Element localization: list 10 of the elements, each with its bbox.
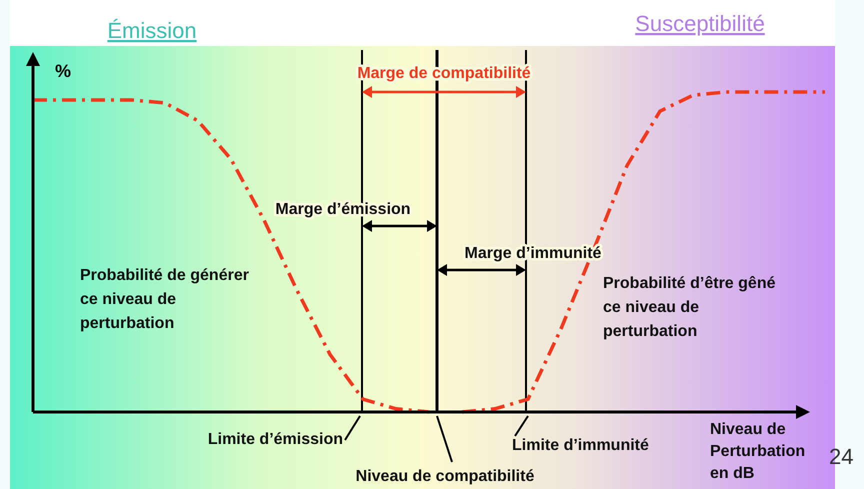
text: Susceptibilité (635, 11, 765, 36)
text: Limite d’immunité (512, 437, 649, 454)
y-axis-title: % (55, 61, 72, 81)
x-axis-title: Niveau de Perturbation en dB (710, 421, 806, 482)
annotation: Probabilité de générer ce niveau de perturbation (80, 267, 249, 332)
text: Limite d’émission (208, 431, 343, 448)
text: 24 (829, 444, 854, 469)
text: Niveau de compatibilité (356, 468, 534, 485)
annotation: Probabilité d’être gêné ce niveau de perturbation (603, 275, 776, 340)
text: Émission (107, 18, 197, 43)
